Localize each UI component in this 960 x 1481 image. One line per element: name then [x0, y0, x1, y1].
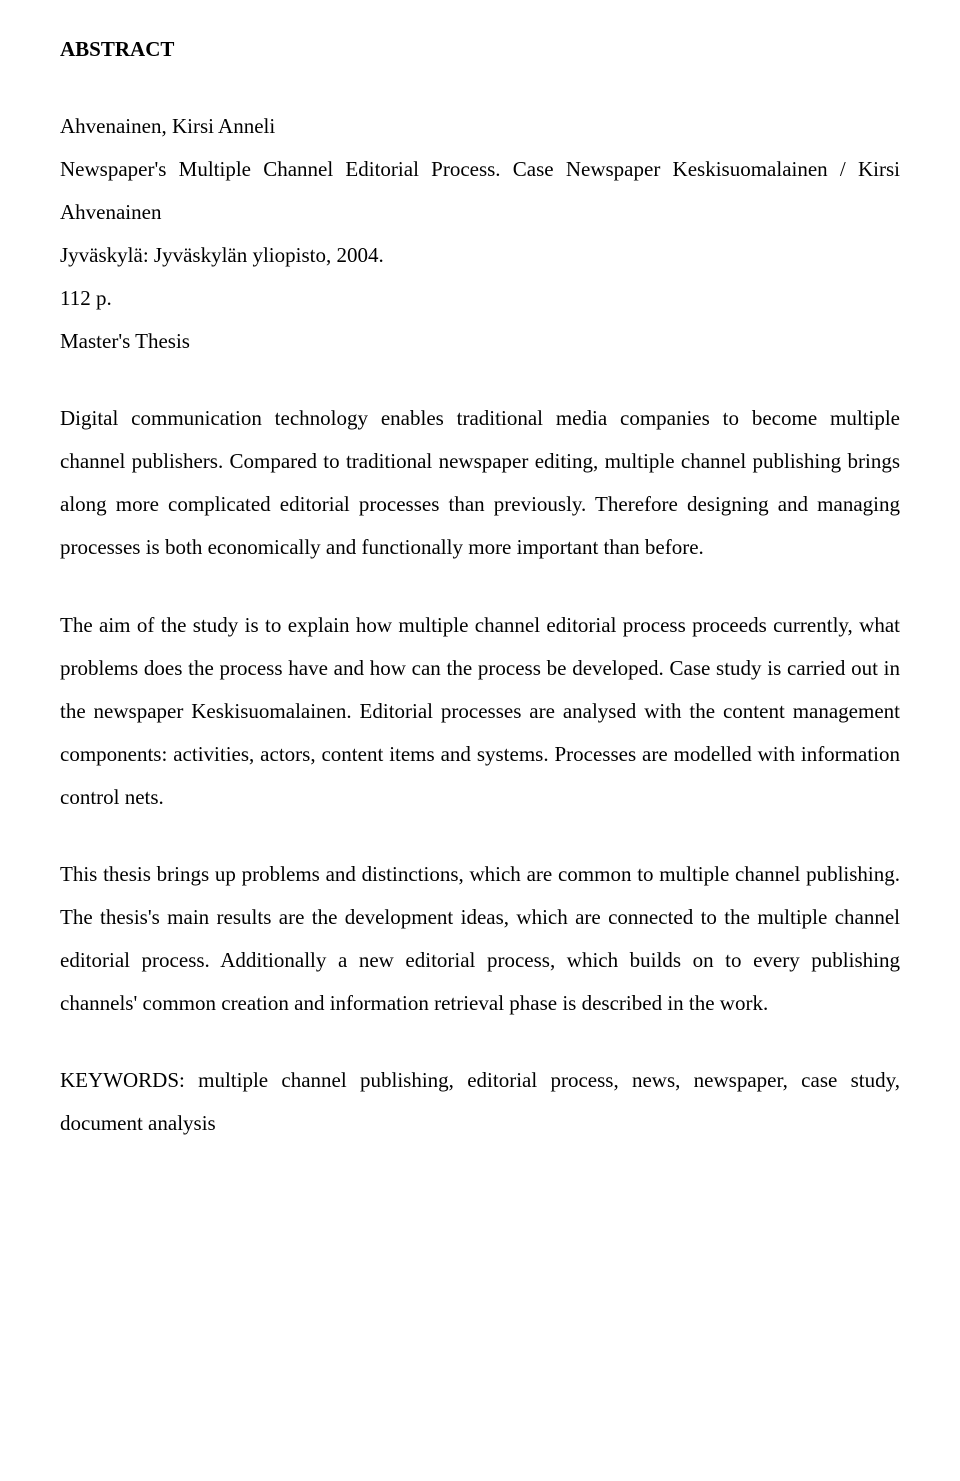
keywords-line: KEYWORDS: multiple channel publishing, e…: [60, 1059, 900, 1145]
thesis-type-line: Master's Thesis: [60, 320, 900, 363]
title-line: Newspaper's Multiple Channel Editorial P…: [60, 148, 900, 234]
abstract-paragraph-2: The aim of the study is to explain how m…: [60, 604, 900, 819]
pages-line: 112 p.: [60, 277, 900, 320]
abstract-paragraph-3: This thesis brings up problems and disti…: [60, 853, 900, 1025]
abstract-page: ABSTRACT Ahvenainen, Kirsi Anneli Newspa…: [0, 0, 960, 1481]
publisher-line: Jyväskylä: Jyväskylän yliopisto, 2004.: [60, 234, 900, 277]
abstract-heading: ABSTRACT: [60, 28, 900, 71]
author-line: Ahvenainen, Kirsi Anneli: [60, 105, 900, 148]
abstract-paragraph-1: Digital communication technology enables…: [60, 397, 900, 569]
